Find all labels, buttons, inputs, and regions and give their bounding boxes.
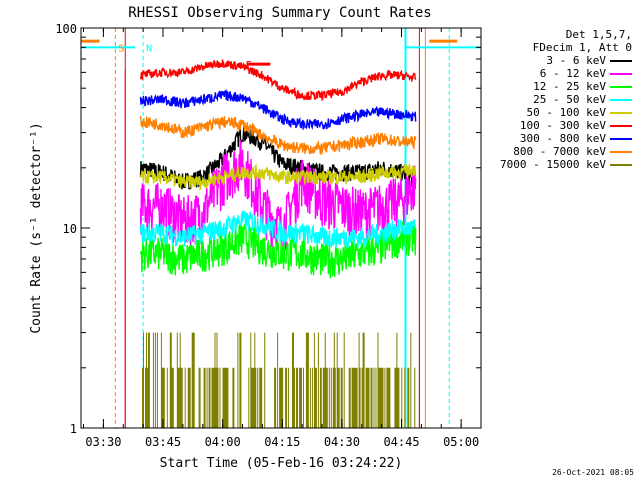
series-line: [139, 163, 417, 191]
legend-swatch: [610, 98, 632, 101]
legend-label: 3 - 6 keV: [546, 54, 606, 67]
legend-swatch: [610, 163, 632, 166]
legend-entry: 12 - 25 keV: [482, 80, 632, 93]
series-line: [139, 88, 417, 130]
annotation-label: S: [118, 43, 124, 54]
series-line: [139, 115, 417, 155]
legend-swatch: [610, 150, 632, 153]
x-tick-label: 04:00: [205, 435, 241, 449]
legend-header-line-2: FDecim 1, Att 0: [532, 41, 632, 54]
y-axis-label: Count Rate (s⁻¹ detector⁻¹): [29, 122, 44, 333]
legend-label: 12 - 25 keV: [533, 80, 606, 93]
legend-entry: 50 - 100 keV: [482, 106, 632, 119]
legend-label: 300 - 800 keV: [519, 132, 606, 145]
legend-swatch: [610, 85, 632, 88]
y-tick-label: 10: [63, 222, 77, 236]
generation-timestamp: 26-Oct-2021 08:05: [552, 468, 634, 477]
series-line: [139, 220, 417, 279]
legend-label: 50 - 100 keV: [526, 106, 606, 119]
chart-title: RHESSI Observing Summary Count Rates: [128, 5, 431, 21]
legend-swatch: [610, 124, 632, 127]
legend-label: 25 - 50 keV: [533, 93, 606, 106]
legend-entry: 800 - 7000 keV: [482, 145, 632, 158]
legend-swatch: [610, 72, 632, 75]
series-line: [139, 59, 417, 102]
legend-swatch: [610, 111, 632, 114]
legend-entry: 3 - 6 keV: [482, 54, 632, 67]
legend-entry: 25 - 50 keV: [482, 93, 632, 106]
x-tick-label: 03:30: [85, 435, 121, 449]
legend-entry: 7000 - 15000 keV: [482, 158, 632, 171]
legend-header-line-1: Det 1,5,7,: [565, 28, 632, 41]
annotation-label: F: [246, 60, 252, 71]
y-tick-label: 1: [70, 422, 77, 436]
legend: Det 1,5,7, FDecim 1, Att 0 3 - 6 keV 6 - …: [482, 28, 632, 171]
legend-entry: 6 - 12 keV: [482, 67, 632, 80]
legend-label: 800 - 7000 keV: [513, 145, 606, 158]
x-tick-label: 04:30: [324, 435, 360, 449]
x-tick-label: 04:15: [264, 435, 300, 449]
y-tick-label: 100: [55, 22, 77, 36]
legend-label: 100 - 300 keV: [519, 119, 606, 132]
legend-swatch: [610, 59, 632, 62]
series-line: [139, 210, 417, 249]
x-tick-label: 05:00: [443, 435, 479, 449]
series-line: [142, 332, 416, 428]
x-axis-label: Start Time (05-Feb-16 03:24:22): [160, 456, 403, 471]
legend-swatch: [610, 137, 632, 140]
x-tick-label: 03:45: [145, 435, 181, 449]
legend-label: 6 - 12 keV: [539, 67, 606, 80]
legend-label: 7000 - 15000 keV: [500, 158, 606, 171]
series-line: [139, 125, 417, 190]
annotation-label: N: [146, 43, 152, 54]
legend-entry: 300 - 800 keV: [482, 132, 632, 145]
x-tick-label: 04:45: [383, 435, 419, 449]
legend-entry: 100 - 300 keV: [482, 119, 632, 132]
